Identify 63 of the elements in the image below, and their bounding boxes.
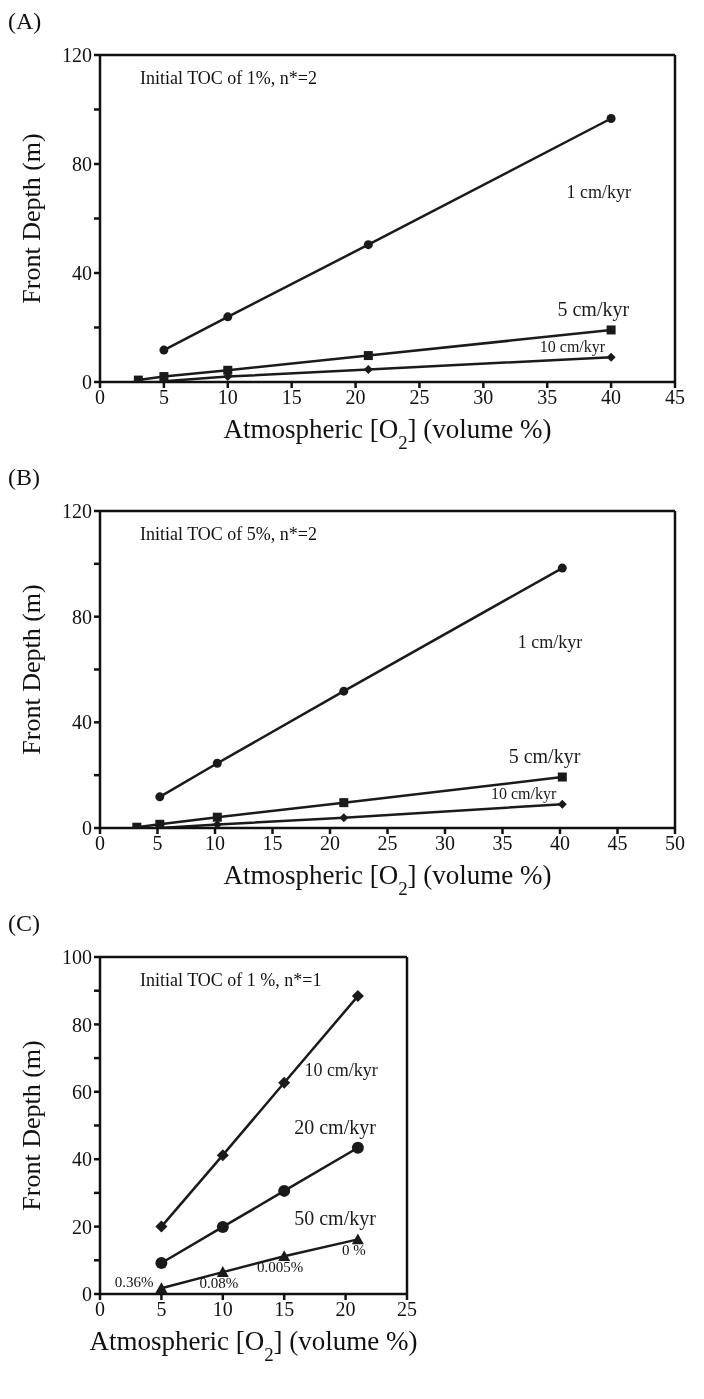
x-tick-label: 30 bbox=[435, 832, 455, 855]
y-tick-label: 40 bbox=[72, 1148, 92, 1171]
annotation: 0.005% bbox=[257, 1259, 304, 1276]
x-tick-label: 15 bbox=[274, 1298, 295, 1321]
x-tick-label: 30 bbox=[473, 386, 494, 409]
series-label: 1 cm/kyr bbox=[517, 632, 583, 653]
x-tick-label: 25 bbox=[377, 832, 398, 855]
x-tick-label: 10 bbox=[212, 1298, 233, 1321]
y-tick-label: 80 bbox=[72, 605, 92, 628]
y-tick-label: 60 bbox=[72, 1080, 92, 1103]
x-tick-label: 45 bbox=[607, 832, 628, 855]
annotation: Initial TOC of 1%, n*=2 bbox=[140, 68, 317, 89]
y-tick-label: 0 bbox=[82, 1283, 92, 1306]
y-axis-title: Front Depth (m) bbox=[17, 1040, 46, 1211]
annotation: Initial TOC of 1 %, n*=1 bbox=[140, 970, 322, 991]
x-tick-label: 20 bbox=[320, 832, 340, 855]
series-label: 10 cm/kyr bbox=[304, 1060, 378, 1081]
y-axis-title: Front Depth (m) bbox=[17, 133, 46, 304]
x-tick-label: 40 bbox=[601, 386, 622, 409]
annotation: 0.36% bbox=[114, 1274, 154, 1291]
x-tick-label: 10 bbox=[217, 386, 238, 409]
y-axis-title: Front Depth (m) bbox=[17, 584, 46, 755]
x-tick-label: 50 bbox=[665, 832, 685, 855]
series-label: 10 cm/kyr bbox=[490, 785, 557, 804]
chart-title: (B) bbox=[8, 464, 41, 490]
x-tick-label: 40 bbox=[550, 832, 570, 855]
series-label: 20 cm/kyr bbox=[294, 1115, 377, 1139]
x-tick-label: 10 bbox=[205, 832, 225, 855]
x-tick-label: 5 bbox=[158, 386, 169, 409]
y-tick-label: 120 bbox=[62, 44, 92, 67]
annotation: Initial TOC of 5%, n*=2 bbox=[140, 524, 317, 545]
x-axis-title: Atmospheric [O$_{2}$] (volume %) bbox=[89, 1326, 418, 1365]
x-tick-label: 35 bbox=[492, 832, 513, 855]
y-tick-label: 0 bbox=[82, 817, 92, 840]
y-tick-label: 100 bbox=[62, 946, 92, 969]
series-label: 50 cm/kyr bbox=[294, 1207, 377, 1231]
x-tick-label: 35 bbox=[537, 386, 558, 409]
y-tick-label: 40 bbox=[72, 262, 92, 285]
series-label: 5 cm/kyr bbox=[557, 297, 630, 321]
series-label: 10 cm/kyr bbox=[539, 338, 606, 357]
y-tick-label: 0 bbox=[82, 371, 92, 394]
chart-title: (A) bbox=[8, 8, 43, 34]
x-tick-label: 45 bbox=[665, 386, 685, 409]
x-tick-label: 15 bbox=[281, 386, 302, 409]
series-label: 5 cm/kyr bbox=[508, 745, 581, 769]
y-tick-label: 80 bbox=[72, 1013, 92, 1036]
y-tick-label: 40 bbox=[72, 711, 92, 734]
x-axis-title: Atmospheric [O$_{2}$] (volume %) bbox=[223, 414, 552, 453]
x-tick-label: 5 bbox=[152, 832, 163, 855]
annotation: 0.08% bbox=[199, 1275, 239, 1292]
y-tick-label: 120 bbox=[62, 500, 92, 523]
x-tick-label: 20 bbox=[345, 386, 366, 409]
x-tick-label: 25 bbox=[409, 386, 430, 409]
annotation: 0 % bbox=[342, 1242, 366, 1259]
chart-title: (C) bbox=[8, 910, 41, 936]
text: 1 cm/kyr bbox=[566, 182, 632, 203]
x-tick-label: 25 bbox=[397, 1298, 417, 1321]
x-axis-title: Atmospheric [O$_{2}$] (volume %) bbox=[223, 860, 552, 899]
x-tick-label: 20 bbox=[335, 1298, 356, 1321]
y-tick-label: 80 bbox=[72, 153, 92, 176]
y-tick-label: 20 bbox=[72, 1215, 92, 1238]
x-tick-label: 15 bbox=[262, 832, 283, 855]
x-tick-label: 5 bbox=[156, 1298, 167, 1321]
